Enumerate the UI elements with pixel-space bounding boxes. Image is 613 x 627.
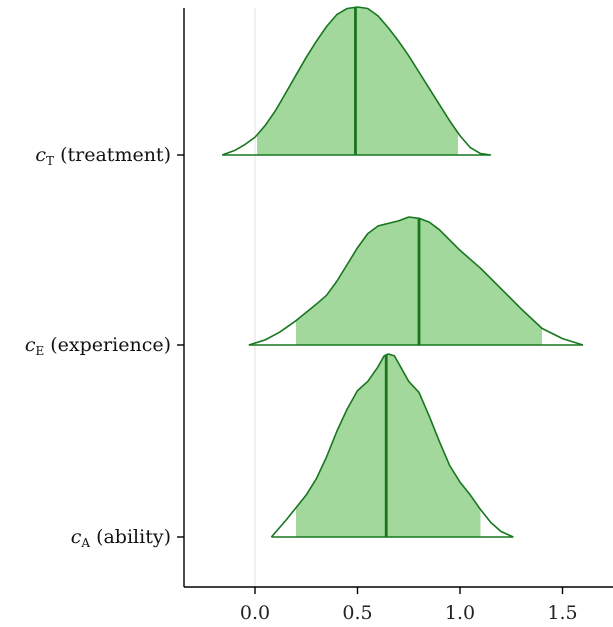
density-ridges: [221, 6, 584, 538]
x-tick-label: 0.5: [342, 602, 372, 624]
x-tick-label: 1.5: [547, 602, 577, 624]
y-tick-label-e: cE (experience): [25, 334, 171, 358]
y-tick-label-a: cA (ability): [71, 526, 171, 550]
x-axis-ticks: 0.0 0.5 1.0 1.5: [240, 587, 578, 624]
interval-fill-t: [257, 7, 458, 155]
interval-fill-a: [296, 354, 481, 537]
density-ridge-t: [221, 6, 491, 156]
y-tick-label-t: cT (treatment): [35, 144, 171, 168]
y-axis-ticks: cT (treatment) cE (experience) cA (ability…: [25, 144, 184, 550]
density-curve-a: [270, 353, 514, 538]
density-curve-e: [248, 216, 584, 346]
density-ridge-a: [270, 353, 514, 538]
x-tick-label: 1.0: [445, 602, 475, 624]
density-ridge-e: [248, 216, 584, 346]
x-tick-label: 0.0: [240, 602, 270, 624]
density-curve-t: [221, 6, 491, 156]
